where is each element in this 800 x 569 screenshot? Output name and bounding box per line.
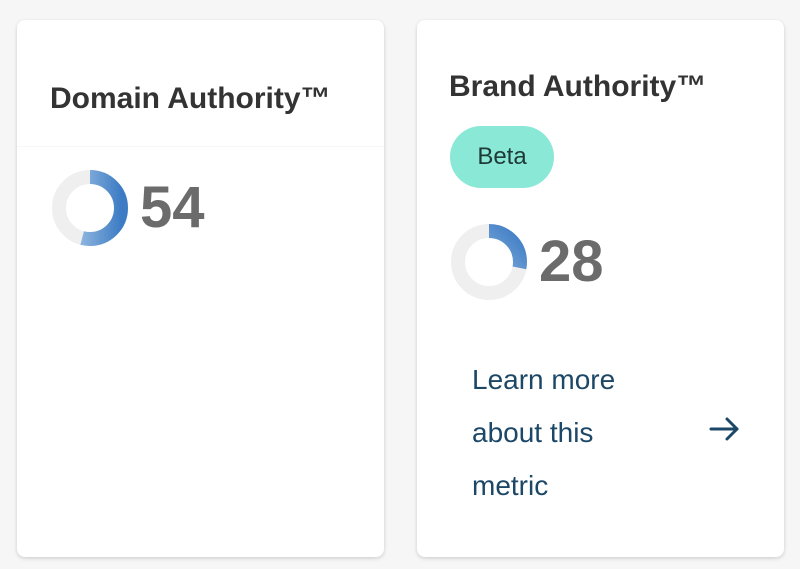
brand-authority-score: 28	[539, 229, 604, 294]
learn-more-text: Learn more about this metric	[472, 363, 616, 501]
brand-authority-metric: 28	[449, 222, 604, 302]
card-divider	[17, 146, 384, 147]
domain-authority-score: 54	[140, 175, 205, 240]
donut-fill	[52, 170, 128, 246]
beta-badge: Beta	[450, 126, 554, 188]
donut-fill	[451, 224, 527, 300]
domain-authority-donut-chart	[52, 170, 128, 246]
arrow-right-icon	[709, 417, 739, 441]
domain-authority-metric: 54	[50, 168, 205, 248]
domain-authority-card: Domain Authority™ 54	[17, 20, 384, 557]
brand-authority-donut-chart	[451, 224, 527, 300]
brand-authority-title: Brand Authority™	[449, 70, 707, 103]
brand-authority-card: Brand Authority™ Beta 28 Learn more abou…	[417, 20, 784, 557]
learn-more-link[interactable]: Learn more about this metric	[472, 352, 742, 512]
domain-authority-title: Domain Authority™	[50, 82, 331, 115]
